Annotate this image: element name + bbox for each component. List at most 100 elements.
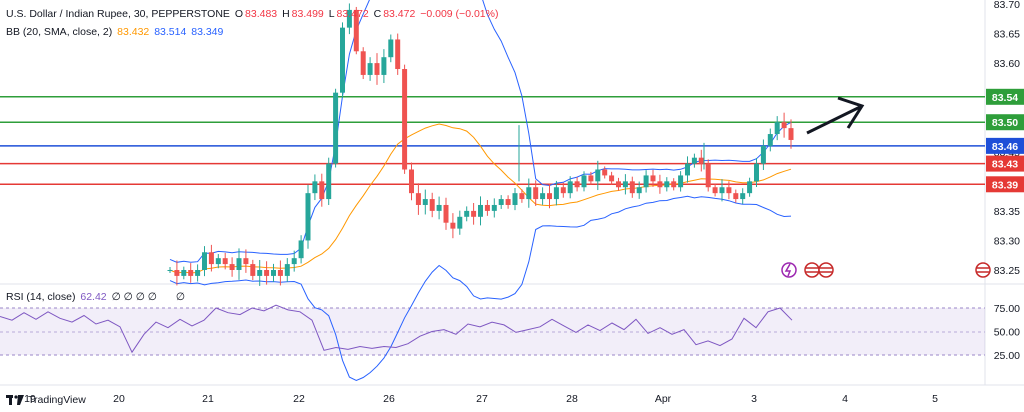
rsi-header[interactable]: RSI (14, close) 62.42 ∅ ∅ ∅ ∅ ∅: [6, 291, 187, 303]
candle-body: [464, 210, 470, 217]
candle-body: [498, 199, 504, 205]
candle-body: [409, 169, 414, 194]
candle-body: [208, 252, 214, 265]
high-value: 83.499: [291, 8, 324, 20]
rsi-value: 62.42: [80, 291, 107, 303]
level-tag-label: 83.50: [992, 117, 1018, 129]
level-tag[interactable]: [986, 155, 1024, 172]
bb-lower-value: 83.349: [191, 26, 224, 38]
us-flag-icon[interactable]: [818, 262, 834, 278]
candle-body: [215, 258, 221, 265]
candle-body: [609, 175, 615, 182]
candle-body: [747, 181, 753, 194]
candle-body: [222, 258, 228, 265]
candle-body: [760, 145, 766, 164]
candle-body: [257, 270, 263, 276]
candle-body: [664, 181, 670, 188]
candle-body: [312, 181, 318, 194]
candle-body: [491, 204, 497, 211]
candle-body: [547, 193, 552, 200]
candles: [167, 3, 794, 286]
bb-label: BB (20, SMA, close, 2): [6, 26, 113, 38]
trend-arrow[interactable]: [806, 96, 865, 135]
candle-body: [271, 270, 276, 276]
candle-body: [188, 270, 194, 276]
candle-body: [298, 240, 304, 259]
candle-body: [505, 199, 511, 205]
time-tick-label: 28: [566, 393, 578, 405]
rsi-tick-label: 50.00: [994, 327, 1020, 339]
candle-body: [353, 9, 359, 52]
candle-body: [560, 187, 566, 194]
change-value: −0.009 (−0.01%): [420, 8, 499, 20]
candle-body: [243, 258, 249, 265]
candle-body: [788, 128, 794, 140]
level-tag-label: 83.46: [992, 141, 1018, 153]
candle-body: [691, 157, 697, 164]
candle-body: [519, 193, 525, 200]
candle-body: [450, 222, 456, 229]
rsi-extra: ∅ ∅ ∅ ∅: [111, 291, 157, 303]
candle-body: [457, 216, 463, 229]
candle-body: [657, 181, 663, 188]
brand-name: TradingView: [28, 394, 86, 406]
candle-body: [181, 270, 187, 276]
time-axis[interactable]: 19 20 21 22 26 27 28 Apr 3 4 5: [24, 393, 938, 405]
rsi-tick-label: 25.00: [994, 350, 1020, 362]
candle-body: [526, 187, 532, 200]
candle-body: [229, 264, 235, 270]
level-tag-label: 83.54: [992, 92, 1018, 104]
rsi-axis[interactable]: 75.00 50.00 25.00: [994, 303, 1020, 362]
level-tag[interactable]: [986, 114, 1024, 131]
level-tag[interactable]: [986, 88, 1024, 105]
rsi-label: RSI (14, close): [6, 291, 76, 303]
price-tick-label: 83.60: [994, 58, 1020, 70]
candle-body: [636, 187, 642, 194]
bb-header[interactable]: BB (20, SMA, close, 2) 83.432 83.514 83.…: [6, 26, 225, 38]
price-tick-label: 83.30: [994, 235, 1020, 247]
candle-body: [195, 270, 201, 276]
candle-body: [616, 181, 621, 188]
candle-body: [333, 92, 339, 164]
time-tick-label: 21: [202, 393, 214, 405]
time-tick-label: 4: [842, 393, 848, 405]
candle-body: [284, 264, 290, 276]
time-tick-label: 3: [751, 393, 757, 405]
level-tag-label: 83.39: [992, 179, 1018, 191]
candle-body: [484, 204, 490, 211]
lightning-icon[interactable]: [781, 262, 797, 278]
candle-body: [478, 204, 483, 217]
candle-body: [774, 122, 780, 135]
candle-body: [374, 63, 380, 75]
candle-body: [277, 270, 283, 276]
candle-body: [574, 181, 580, 188]
level-tag[interactable]: [986, 137, 1024, 154]
candle-body: [643, 175, 649, 188]
candle-body: [602, 169, 608, 176]
candle-body: [622, 181, 628, 188]
tradingview-logo[interactable]: TradingView: [6, 394, 86, 406]
us-flag-icon[interactable]: [804, 262, 820, 278]
candle-body: [719, 187, 725, 194]
open-value: 83.483: [245, 8, 278, 20]
candle-body: [781, 122, 787, 129]
price-tick-label: 83.70: [994, 0, 1020, 11]
candle-body: [767, 134, 773, 146]
level-tag[interactable]: [986, 176, 1024, 193]
candle-body: [415, 193, 421, 205]
time-tick-label: 26: [383, 393, 395, 405]
level-lines[interactable]: 83.54 83.50 83.46 83.43 83.39: [0, 88, 1024, 193]
us-flag-icon[interactable]: [975, 262, 991, 278]
low-value: 83.472: [336, 8, 369, 20]
candle-body: [705, 163, 711, 188]
rsi-tick-label: 75.00: [994, 303, 1020, 315]
candle-body: [236, 258, 242, 270]
candle-body: [381, 57, 387, 75]
price-tick-label: 83.25: [994, 265, 1020, 277]
candle-body: [581, 175, 587, 188]
candle-body: [305, 193, 311, 241]
candle-body: [402, 69, 408, 170]
candle-body: [650, 175, 656, 182]
symbol-label[interactable]: U.S. Dollar / Indian Rupee, 30, PEPPERST…: [6, 8, 230, 20]
